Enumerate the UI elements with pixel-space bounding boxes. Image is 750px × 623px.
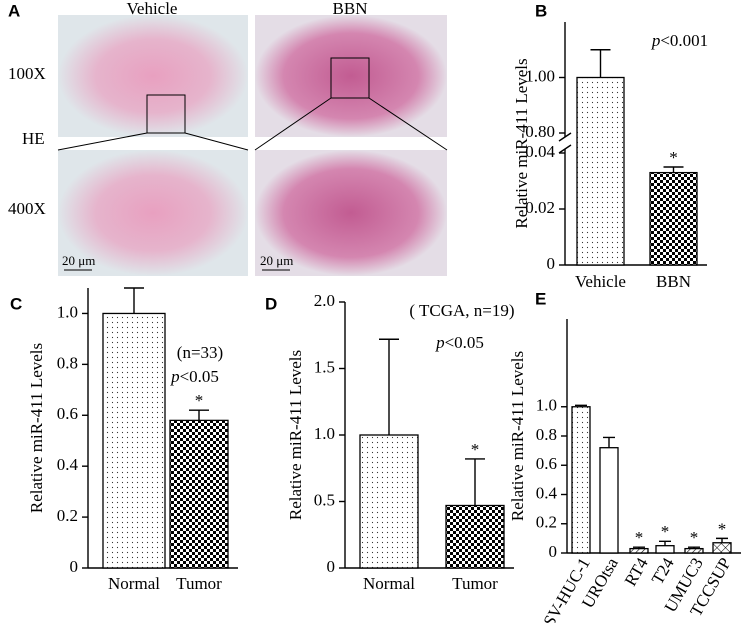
error-bar [633,546,645,549]
y-tick-label: 0.8 [57,353,78,372]
zoom-line [57,97,448,151]
y-tick-label: 1.0 [57,302,78,321]
significance: * [718,519,727,538]
annotation: (n=33) [177,343,223,362]
y-tick-label: 1.00 [525,66,555,85]
error-bar [590,49,611,78]
panel-label: A [8,1,20,20]
bar [571,406,591,554]
micrograph [58,15,248,137]
x-tick-label: Normal [363,574,415,593]
y-tick-label: 0.2 [536,513,557,532]
bar [169,419,229,569]
y-tick-label: 0.4 [57,455,79,474]
y-tick-label: 0.80 [525,122,555,141]
y-axis-label: Relative miR-411 Levels [27,343,46,513]
error-bar [716,537,728,543]
y-tick-label: 0.4 [536,483,558,502]
x-tick-label: Vehicle [575,272,626,291]
error-bar [603,436,615,448]
significance: * [669,148,678,167]
annotation: ( TCGA, n=19) [409,301,514,320]
bar [576,76,625,266]
y-tick-label: 0.5 [314,490,335,509]
panel-label: E [535,289,546,308]
error-bar [575,404,587,407]
x-tick-label: Tumor [452,574,498,593]
bar [599,447,619,554]
y-tick-label: 0.04 [525,142,555,161]
error-bar [659,540,671,546]
significance: * [635,528,644,547]
p-value: p<0.05 [435,333,484,352]
error-bar [124,287,144,314]
x-tick-label: RT4 [621,554,652,589]
zoom-box [330,57,370,99]
scale-bar-label: 20 μm [260,253,293,268]
y-tick-label: 0.8 [536,425,557,444]
row-label: HE [22,129,45,148]
error-bar [663,166,684,173]
y-tick-label: 0 [327,557,336,576]
y-axis-label: Relative miR-411 Levels [286,350,305,520]
panel-label: C [10,294,22,313]
micrograph [255,150,447,276]
y-tick-label: 0.6 [536,454,557,473]
y-tick-label: 1.0 [536,396,557,415]
row-label: 100X [8,64,46,83]
y-tick-label: 0 [549,542,558,561]
y-tick-label: 2.0 [314,291,335,310]
micrograph [58,150,248,276]
significance: * [661,522,670,541]
y-tick-label: 1.0 [314,424,335,443]
bar [445,504,505,569]
scale-bar-label: 20 μm [62,253,95,268]
column-label: BBN [333,0,368,18]
bar [684,547,704,554]
p-value: p<0.05 [170,367,219,386]
y-tick-label: 0 [70,557,79,576]
x-tick-label: Normal [108,574,160,593]
bar [359,434,419,569]
y-tick-label: 0.6 [57,404,78,423]
significance: * [471,440,480,459]
x-tick-label: Tumor [176,574,222,593]
column-label: Vehicle [127,0,178,18]
panel-label: D [265,294,277,313]
significance: * [195,391,204,410]
bar [629,547,649,554]
bar [655,545,675,554]
row-label: 400X [8,199,46,218]
error-bar [465,458,485,506]
y-tick-label: 0 [547,254,556,273]
significance: * [690,528,699,547]
error-bar [189,409,209,421]
micrograph [255,15,447,137]
p-value: p<0.001 [651,31,708,50]
error-bar [688,546,700,549]
bar [102,312,166,569]
panel-label: B [535,1,547,20]
axis-break [558,132,572,154]
bar [649,171,698,266]
error-bar [379,338,399,435]
y-tick-label: 1.5 [314,357,335,376]
y-axis-label: Relative miR-411 Levels [508,351,527,521]
bar [712,542,732,554]
y-tick-label: 0.2 [57,506,78,525]
zoom-box [146,94,186,134]
x-tick-label: BBN [656,272,691,291]
y-tick-label: 0.02 [525,198,555,217]
y-axis-label: Relative miR-411 Levels [512,58,531,228]
